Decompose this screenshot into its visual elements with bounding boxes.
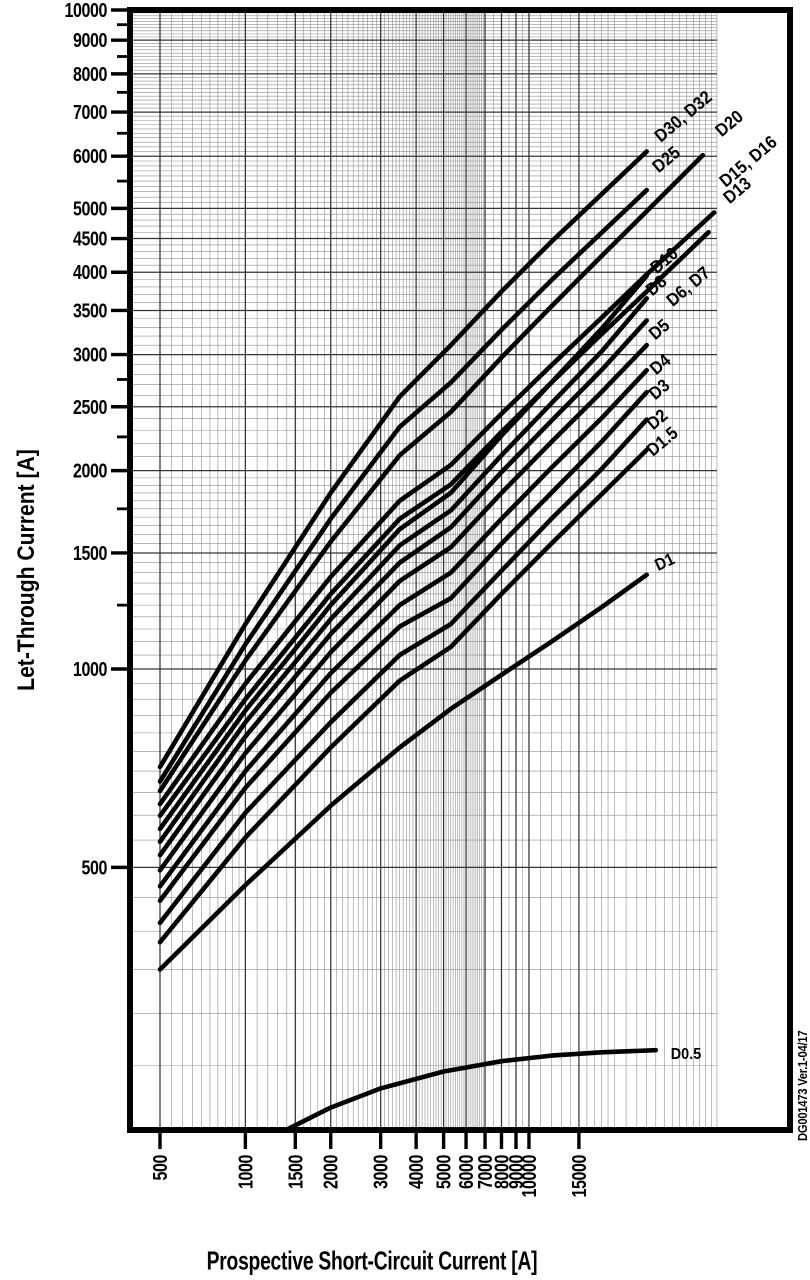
x-tick-label: 6000	[455, 1155, 477, 1189]
x-tick-label: 500	[149, 1155, 171, 1181]
x-tick-label: 1000	[235, 1155, 257, 1189]
y-axis-title: Let-Through Current [A]	[13, 449, 40, 691]
x-tick-label: 9000	[505, 1155, 527, 1189]
curve-D20	[157, 152, 706, 794]
y-tick-label: 6000	[73, 146, 107, 168]
x-tick-label: 7000	[474, 1155, 496, 1189]
curve-label-D0_5: D0.5	[671, 1045, 702, 1063]
curve-D13	[157, 229, 711, 818]
curve-D2	[157, 417, 649, 926]
y-tick-label: 7000	[73, 101, 107, 123]
x-axis-title: Prospective Short-Circuit Current [A]	[206, 1245, 538, 1276]
y-tick-label: 1500	[73, 542, 107, 564]
curve-D10	[157, 273, 649, 832]
curve-D6_7	[157, 318, 649, 858]
doc-reference: DG001473 Ver.1-04/17	[796, 1030, 810, 1141]
curve-D3	[157, 389, 649, 903]
x-tick-label: 15000	[568, 1155, 590, 1198]
x-tick-label: 1500	[285, 1155, 307, 1189]
y-tick-label: 4500	[73, 228, 107, 250]
x-tick-label: 8000	[491, 1155, 513, 1189]
y-tick-label: 10000	[64, 0, 107, 21]
curve-D1_5	[157, 447, 649, 945]
x-tick-label: 3000	[370, 1155, 392, 1189]
y-tick-label: 500	[82, 857, 108, 879]
curve-D8	[157, 296, 649, 844]
y-tick-label: 4000	[73, 262, 107, 284]
y-tick-label: 8000	[73, 63, 107, 85]
curve-D25	[157, 187, 649, 784]
curve-D1	[157, 572, 649, 972]
y-tick-label: 2000	[73, 460, 107, 482]
curve-D15_16	[157, 210, 717, 807]
curve-D0_5	[284, 1047, 659, 1132]
curve-D4	[157, 368, 649, 889]
y-tick-label: 5000	[73, 198, 107, 220]
y-tick-label: 9000	[73, 29, 107, 51]
curve-D5	[157, 342, 649, 873]
x-tick-label: 5000	[433, 1155, 455, 1189]
x-tick-label: 2000	[320, 1155, 342, 1189]
x-tick-label: 10000	[518, 1155, 540, 1198]
y-tick-label: 3000	[73, 344, 107, 366]
y-tick-label: 3500	[73, 300, 107, 322]
curve-D30_32	[157, 149, 649, 770]
x-tick-label: 4000	[405, 1155, 427, 1189]
plot-frame	[127, 7, 793, 1133]
y-tick-label: 2500	[73, 396, 107, 418]
y-tick-label: 1000	[73, 658, 107, 680]
